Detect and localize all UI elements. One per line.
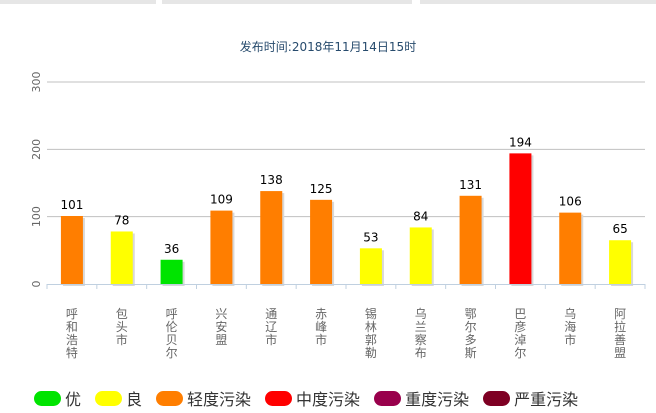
y-axis-tick-labels: 0 100 200 300 — [30, 72, 43, 288]
value-label: 138 — [260, 173, 283, 187]
bar[interactable] — [310, 199, 333, 284]
value-label: 101 — [60, 198, 83, 212]
legend-swatch — [483, 390, 511, 406]
value-label: 125 — [310, 182, 333, 196]
legend-label: 中度污染 — [296, 390, 361, 409]
legend-label: 重度污染 — [405, 390, 470, 409]
legend-item[interactable]: 轻度污染 — [156, 386, 251, 410]
value-label: 65 — [612, 222, 627, 236]
value-label: 194 — [509, 135, 532, 149]
bar[interactable] — [160, 259, 183, 284]
legend-swatch — [374, 390, 402, 406]
legend-label: 严重污染 — [514, 390, 579, 409]
x-category-label: 锡林郭勒 — [365, 306, 377, 360]
legend-item[interactable]: 严重污染 — [483, 386, 578, 410]
bar[interactable] — [210, 210, 233, 284]
bar[interactable] — [260, 191, 283, 284]
legend: 优 良 轻度污染 中度污染 重度污染 严重污染 — [34, 386, 578, 410]
x-category-label: 鄂尔多斯 — [465, 307, 477, 360]
x-category-label: 乌海市 — [564, 306, 576, 347]
legend-item[interactable]: 重度污染 — [374, 386, 469, 410]
bars — [60, 153, 634, 286]
value-label: 36 — [164, 242, 179, 256]
value-label: 78 — [114, 213, 129, 227]
x-axis-category-labels: 呼和浩特 包头市 呼伦贝尔 兴安盟 通辽市 赤峰市 锡林郭勒 乌兰察布 鄂尔多斯 巴彦淖尔 乌海市 阿… — [66, 306, 626, 360]
value-label: 131 — [459, 178, 482, 192]
y-tick-label: 0 — [30, 281, 43, 288]
x-category-label: 乌兰察布 — [415, 306, 427, 360]
top-tab-strip — [0, 0, 656, 4]
legend-label: 良 — [126, 390, 143, 409]
chart-subtitle: 发布时间:2018年11月14日15时 — [239, 40, 417, 54]
legend-label: 轻度污染 — [187, 390, 252, 409]
legend-swatch — [156, 390, 184, 406]
legend-item[interactable]: 中度污染 — [265, 386, 360, 410]
value-label: 53 — [363, 230, 378, 244]
x-category-label: 赤峰市 — [315, 307, 327, 347]
x-category-label: 兴安盟 — [215, 307, 227, 347]
x-category-label: 阿拉善盟 — [614, 307, 626, 360]
bar[interactable] — [609, 240, 632, 284]
x-category-label: 巴彦淖尔 — [514, 307, 526, 360]
y-tick-label: 100 — [30, 206, 43, 227]
bar[interactable] — [509, 153, 532, 284]
bar[interactable] — [459, 195, 482, 284]
bar-chart: 0 100 200 300 101 78 36 109 138 125 53 84 131 194 106… — [30, 72, 646, 360]
legend-swatch — [265, 390, 293, 406]
value-labels: 101 78 36 109 138 125 53 84 131 194 106 65 — [60, 135, 627, 255]
x-category-label: 通辽市 — [265, 307, 277, 347]
tab-strip-segment — [162, 0, 412, 4]
bar[interactable] — [110, 231, 133, 284]
value-label: 109 — [210, 193, 233, 207]
bar[interactable] — [60, 215, 83, 284]
x-category-label: 呼伦贝尔 — [166, 307, 178, 360]
bar[interactable] — [359, 248, 382, 284]
x-category-label: 包头市 — [116, 307, 128, 347]
legend-swatch — [95, 390, 123, 406]
x-category-label: 呼和浩特 — [66, 307, 78, 360]
grid-lines — [47, 81, 645, 218]
tab-strip-segment — [420, 0, 656, 4]
legend-swatch — [34, 390, 61, 406]
value-label: 106 — [559, 195, 582, 209]
y-tick-label: 200 — [30, 139, 43, 160]
bar[interactable] — [559, 212, 582, 284]
legend-item[interactable]: 良 — [95, 386, 142, 410]
tab-strip-segment — [0, 0, 156, 4]
legend-item[interactable]: 优 — [34, 386, 81, 410]
value-label: 84 — [413, 209, 428, 223]
y-tick-label: 300 — [30, 72, 43, 93]
x-axis — [46, 284, 646, 289]
bar[interactable] — [409, 227, 432, 284]
legend-label: 优 — [65, 390, 82, 409]
